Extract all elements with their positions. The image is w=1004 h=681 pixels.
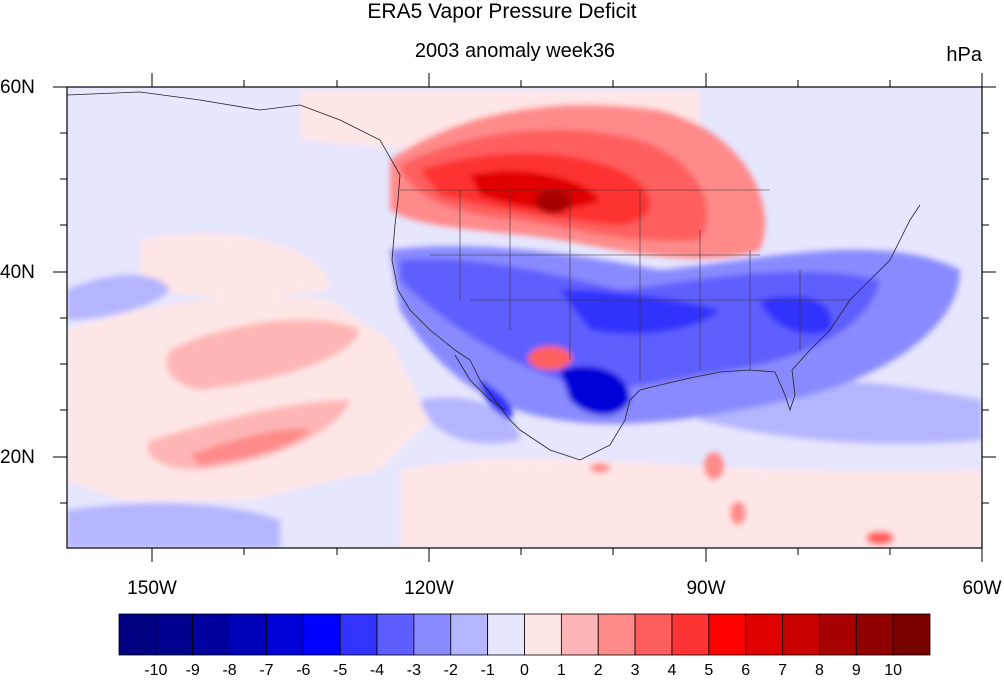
colorbar-box: [560, 613, 599, 656]
colorbar-box: [782, 613, 820, 656]
pale-red-mid-pacific: [140, 233, 330, 300]
lon-ticks: [151, 73, 983, 562]
colorbar-box: [487, 613, 525, 656]
colorbar-box: [413, 613, 452, 656]
colorbar-box: [745, 613, 783, 656]
colorbar-label: -7: [259, 662, 274, 679]
colorbar: [118, 613, 931, 656]
pink-patch-pacific: [166, 319, 360, 390]
colorbar-label: -8: [222, 662, 237, 679]
colorbar-label: -4: [369, 662, 385, 679]
colorbar-label: 10: [884, 662, 903, 679]
pale-red-south: [400, 458, 982, 548]
colorbar-label: 4: [667, 662, 677, 679]
colorbar-box: [597, 613, 636, 656]
lat-ticks: [53, 86, 996, 504]
colorbar-label: -6: [296, 662, 311, 679]
lat-label-60n: 60N: [0, 77, 35, 98]
colorbar-box: [892, 613, 931, 656]
lon-label-120w: 120W: [404, 578, 454, 599]
colorbar-box: [671, 613, 710, 656]
lat-label-40n: 40N: [0, 262, 35, 283]
red-spot-mexico: [590, 463, 610, 473]
map-title: ERA5 Vapor Pressure Deficit: [367, 0, 637, 23]
lon-label-90w: 90W: [686, 578, 726, 599]
colorbar-label: -10: [144, 662, 168, 679]
colorbar-box: [708, 613, 747, 656]
colorbar-label: 0: [520, 662, 529, 679]
colorbar-box: [155, 613, 194, 656]
colorbar-box: [118, 613, 157, 656]
colorbar-box: [266, 613, 304, 656]
colorbar-label: 1: [556, 662, 566, 679]
colorbar-label: -1: [480, 662, 495, 679]
red-spot-new-mexico: [528, 346, 572, 370]
colorbar-box: [819, 613, 857, 656]
colorbar-label: -2: [443, 662, 458, 679]
lat-label-20n: 20N: [0, 447, 35, 468]
colorbar-label: 9: [851, 662, 861, 679]
colorbar-label: 8: [814, 662, 824, 679]
colorbar-box: [524, 613, 562, 656]
colorbar-label: 3: [630, 662, 640, 679]
colorbar-label: -3: [406, 662, 422, 679]
red-spot-central-america: [730, 501, 746, 525]
colorbar-box: [376, 613, 415, 656]
colorbar-box: [450, 613, 489, 656]
colorbar-box: [339, 613, 378, 656]
blue-patch-west-pacific: [67, 275, 170, 320]
colorbar-label: -9: [185, 662, 200, 679]
colorbar-box: [229, 613, 267, 656]
colorbar-box: [192, 613, 230, 656]
colorbar-box: [855, 613, 894, 656]
blue-patch-south-pacific: [67, 503, 280, 548]
colorbar-box: [302, 613, 341, 656]
red-anomaly-peak: [535, 190, 571, 214]
blue-anomaly-texas: [560, 366, 630, 415]
lon-label-60w: 60W: [962, 578, 1002, 599]
red-spot-south-america: [866, 531, 894, 545]
blue-anomaly-southeast: [760, 296, 832, 334]
colorbar-label: -5: [333, 662, 348, 679]
anomaly-field: [67, 87, 982, 548]
colorbar-label: 6: [741, 662, 751, 679]
map-subtitle: 2003 anomaly week36: [414, 40, 616, 62]
red-spot-caribbean: [704, 452, 724, 480]
unit-label: hPa: [946, 44, 982, 66]
state-boundaries: [400, 189, 850, 380]
colorbar-label: 7: [778, 662, 787, 679]
colorbar-label: 2: [593, 662, 603, 679]
coastlines: [67, 91, 921, 461]
colorbar-box: [634, 613, 673, 656]
lon-label-150w: 150W: [127, 578, 177, 599]
colorbar-label: 5: [704, 662, 714, 679]
red-patch-subtropical: [190, 429, 310, 465]
